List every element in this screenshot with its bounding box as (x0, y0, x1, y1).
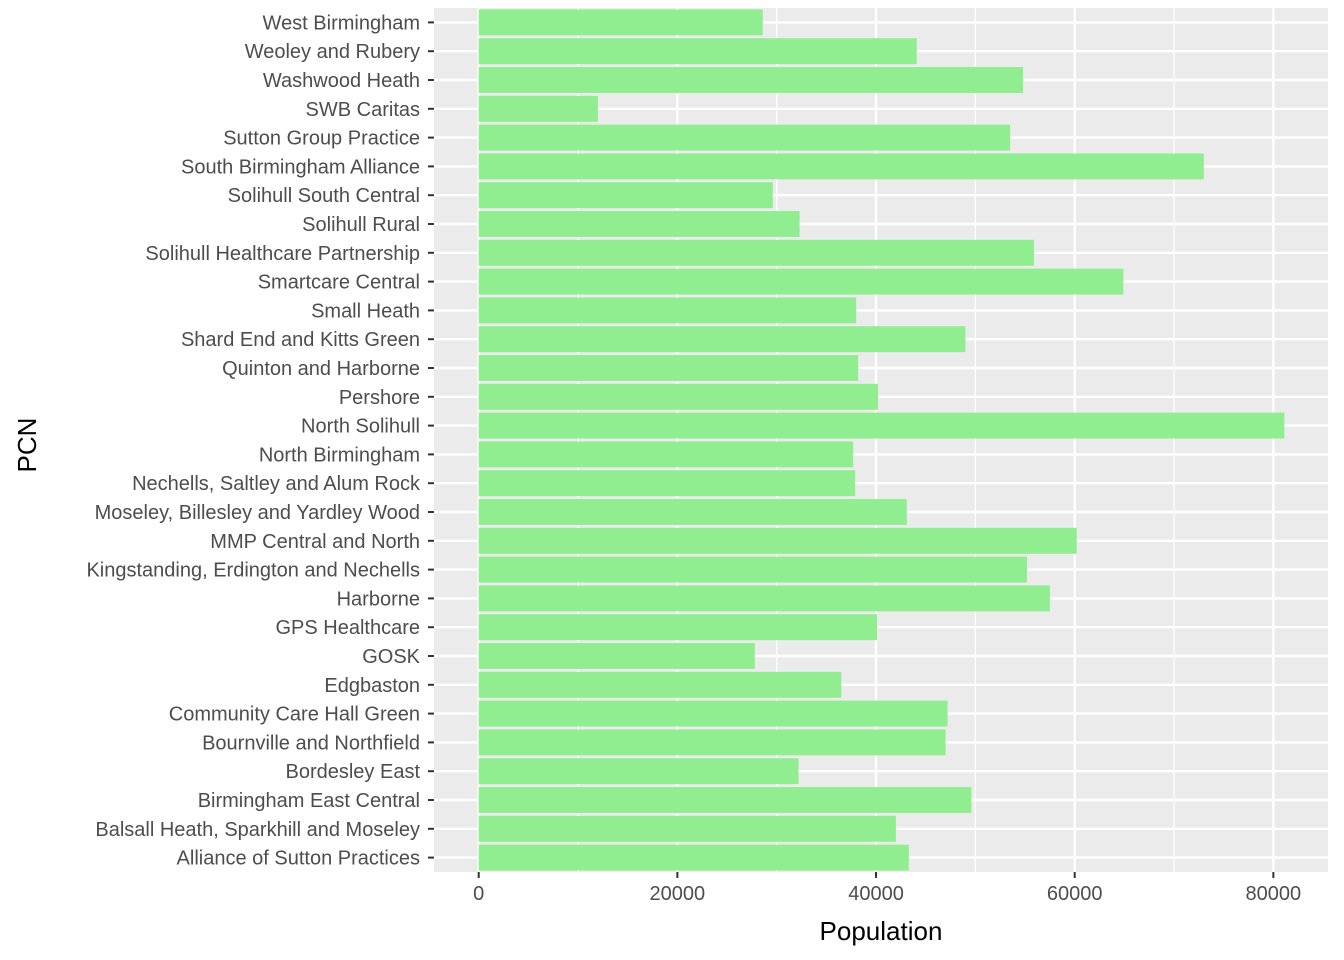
bar (478, 499, 907, 525)
bar (478, 585, 1050, 612)
bar (478, 153, 1204, 180)
bar (478, 239, 1034, 266)
y-tick-label: Kingstanding, Erdington and Nechells (86, 560, 420, 582)
bar (478, 211, 800, 237)
plot-panel (434, 8, 1328, 872)
y-tick-label: Small Heath (311, 300, 420, 322)
y-tick-label: Moseley, Billesley and Yardley Wood (95, 502, 420, 524)
x-tick-label: 80000 (1246, 883, 1302, 905)
y-tick-label: Edgbaston (324, 675, 420, 697)
bar (478, 787, 972, 813)
y-tick-label: Sutton Group Practice (223, 128, 420, 150)
bars (478, 9, 1285, 871)
bar (478, 700, 948, 727)
x-tick-label: 0 (473, 883, 484, 905)
y-tick-label: Solihull Rural (302, 214, 420, 236)
y-tick-label: Quinton and Harborne (222, 358, 420, 380)
y-tick-label: Solihull Healthcare Partnership (145, 243, 420, 265)
y-tick-label: Birmingham East Central (198, 790, 420, 812)
y-tick-label: Harborne (337, 588, 420, 610)
y-tick-label: Balsall Heath, Sparkhill and Moseley (95, 819, 420, 841)
bar (478, 758, 799, 785)
bar (478, 182, 773, 209)
bar (478, 383, 879, 410)
y-tick-label: Pershore (339, 387, 420, 409)
bar (478, 297, 857, 324)
y-tick-label: West Birmingham (263, 12, 420, 34)
y-axis-title: PCN (12, 418, 42, 473)
bar (478, 614, 878, 641)
y-tick-label: SWB Caritas (306, 99, 420, 121)
y-tick-label: MMP Central and North (210, 531, 420, 553)
bar (478, 67, 1024, 93)
y-tick-label: Shard End and Kitts Green (181, 329, 420, 351)
bar (478, 38, 917, 65)
x-tick-label: 20000 (650, 883, 706, 905)
bar (478, 729, 946, 756)
x-tick-label: 40000 (848, 883, 904, 905)
bar (478, 268, 1124, 295)
y-axis: Alliance of Sutton Practices Balsall Heat… (86, 12, 434, 870)
y-tick-label: Bordesley East (285, 761, 420, 783)
y-tick-label: Bournville and Northfield (202, 732, 420, 754)
bar (478, 124, 1011, 151)
y-tick-label: North Solihull (301, 416, 420, 438)
y-tick-label: South Birmingham Alliance (181, 156, 420, 178)
bar (478, 815, 896, 842)
minor-gridlines (577, 8, 1175, 872)
x-axis: 0 20000 40000 60000 80000 (473, 872, 1301, 905)
bar (478, 643, 755, 669)
bar (478, 844, 909, 871)
bar (478, 355, 859, 381)
bar (478, 470, 856, 497)
bar (478, 326, 966, 353)
y-tick-label: Solihull South Central (228, 185, 420, 207)
x-tick-label: 60000 (1047, 883, 1103, 905)
x-axis-title: Population (820, 916, 943, 946)
y-tick-label: Smartcare Central (258, 272, 420, 294)
y-tick-label: Alliance of Sutton Practices (177, 848, 420, 870)
y-tick-label: Nechells, Saltley and Alum Rock (132, 473, 421, 495)
y-tick-label: Weoley and Rubery (245, 41, 420, 63)
y-tick-label: Community Care Hall Green (169, 704, 420, 726)
bar (478, 95, 598, 122)
y-tick-label: North Birmingham (259, 444, 420, 466)
y-tick-label: GPS Healthcare (275, 617, 420, 639)
bar (478, 441, 854, 468)
bar (478, 9, 763, 36)
y-tick-label: Washwood Heath (263, 70, 420, 92)
bar (478, 556, 1028, 583)
bar (478, 671, 842, 698)
y-tick-label: GOSK (362, 646, 420, 668)
bar (478, 412, 1285, 439)
bar (478, 527, 1077, 554)
